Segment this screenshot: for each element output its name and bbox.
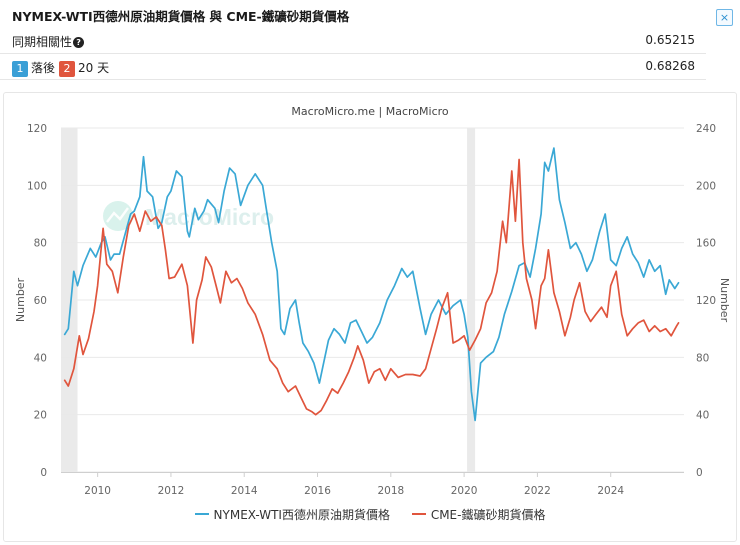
chart-title: MacroMicro.me | MacroMicro [291, 105, 449, 118]
y-tick-left: 0 [40, 467, 47, 479]
x-tick-label: 2020 [451, 485, 478, 497]
correlation-label-group: 同期相關性? [12, 33, 85, 50]
y-axis-label-left: Number [14, 277, 27, 322]
x-tick-label: 2024 [597, 485, 624, 497]
y-tick-right: 240 [696, 123, 716, 135]
lag-correlation-value: 0.68268 [645, 59, 695, 73]
page-title: NYMEX-WTI西德州原油期貨價格 與 CME-鐵礦砂期貨價格 [12, 9, 350, 24]
watermark-logo-icon [103, 201, 133, 231]
lag-step-badge-1: 1 [12, 61, 28, 77]
legend-item-wti[interactable]: NYMEX-WTI西德州原油期貨價格 [194, 506, 390, 523]
x-tick-label: 2018 [377, 485, 404, 497]
correlation-value: 0.65215 [645, 33, 695, 47]
series-line-wti[interactable] [63, 147, 680, 422]
close-icon[interactable]: × [716, 9, 733, 26]
series-line-iron-ore[interactable] [63, 158, 680, 416]
lag-label: 落後 [31, 61, 56, 75]
legend-label-iron-ore: CME-鐵礦砂期貨價格 [430, 508, 546, 522]
x-tick-label: 2016 [304, 485, 331, 497]
help-icon[interactable]: ? [73, 37, 85, 48]
correlation-label: 同期相關性 [12, 35, 73, 49]
legend-label-wti: NYMEX-WTI西德州原油期貨價格 [213, 508, 390, 522]
y-tick-left: 40 [34, 352, 47, 364]
y-tick-right: 120 [696, 295, 716, 307]
lag-days: 20 天 [78, 61, 110, 75]
legend-swatch-wti [194, 513, 209, 515]
x-tick-label: 2014 [231, 485, 258, 497]
chart-legend: NYMEX-WTI西德州原油期貨價格 CME-鐵礦砂期貨價格 [0, 506, 740, 523]
y-axis-label-right: Number [718, 278, 731, 323]
y-tick-right: 40 [696, 410, 709, 422]
y-tick-right: 200 [696, 180, 716, 192]
legend-swatch-iron-ore [411, 513, 426, 515]
y-tick-left: 60 [34, 295, 47, 307]
chart-card [3, 92, 737, 542]
x-tick-label: 2012 [158, 485, 185, 497]
x-tick-label: 2010 [84, 485, 111, 497]
x-tick-label: 2022 [524, 485, 551, 497]
y-tick-left: 100 [27, 180, 47, 192]
y-tick-right: 80 [696, 352, 709, 364]
y-tick-left: 120 [27, 123, 47, 135]
lag-step-badge-2: 2 [59, 61, 76, 77]
y-tick-left: 80 [34, 238, 47, 250]
legend-item-iron-ore[interactable]: CME-鐵礦砂期貨價格 [411, 506, 546, 523]
y-tick-left: 20 [34, 410, 47, 422]
y-tick-right: 160 [696, 238, 716, 250]
watermark-text: MacroMicro [145, 204, 274, 230]
lag-label-group: 1 落後 2 20 天 [12, 59, 113, 77]
lag-correlation-row: 1 落後 2 20 天 0.68268 [0, 54, 706, 80]
y-tick-right: 0 [696, 467, 703, 479]
correlation-row: 同期相關性? 0.65215 [0, 28, 706, 54]
